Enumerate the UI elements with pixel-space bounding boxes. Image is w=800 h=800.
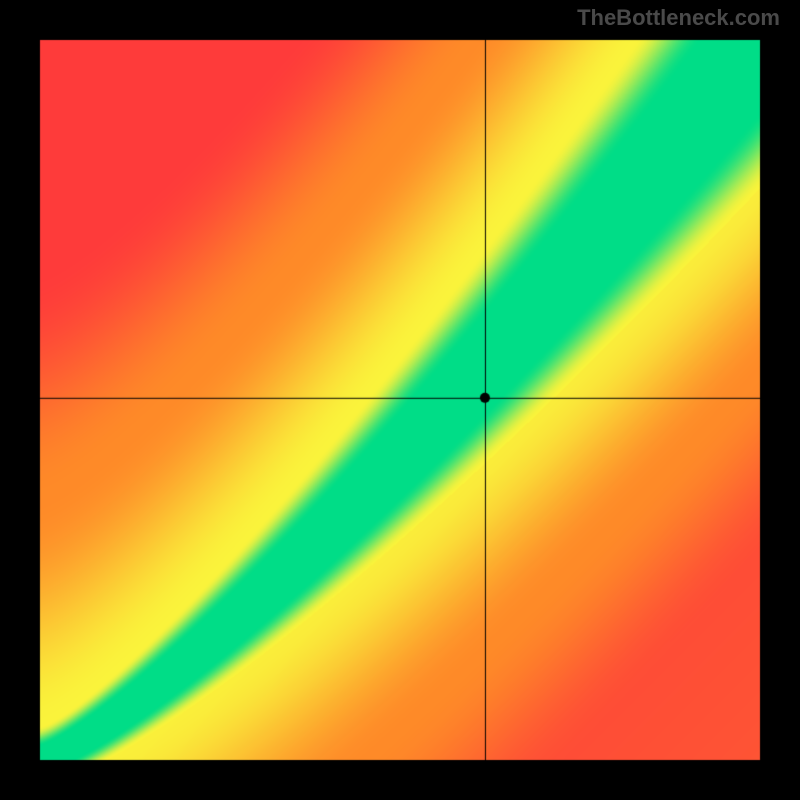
watermark-text: TheBottleneck.com (577, 5, 780, 31)
heatmap-chart (0, 0, 800, 800)
